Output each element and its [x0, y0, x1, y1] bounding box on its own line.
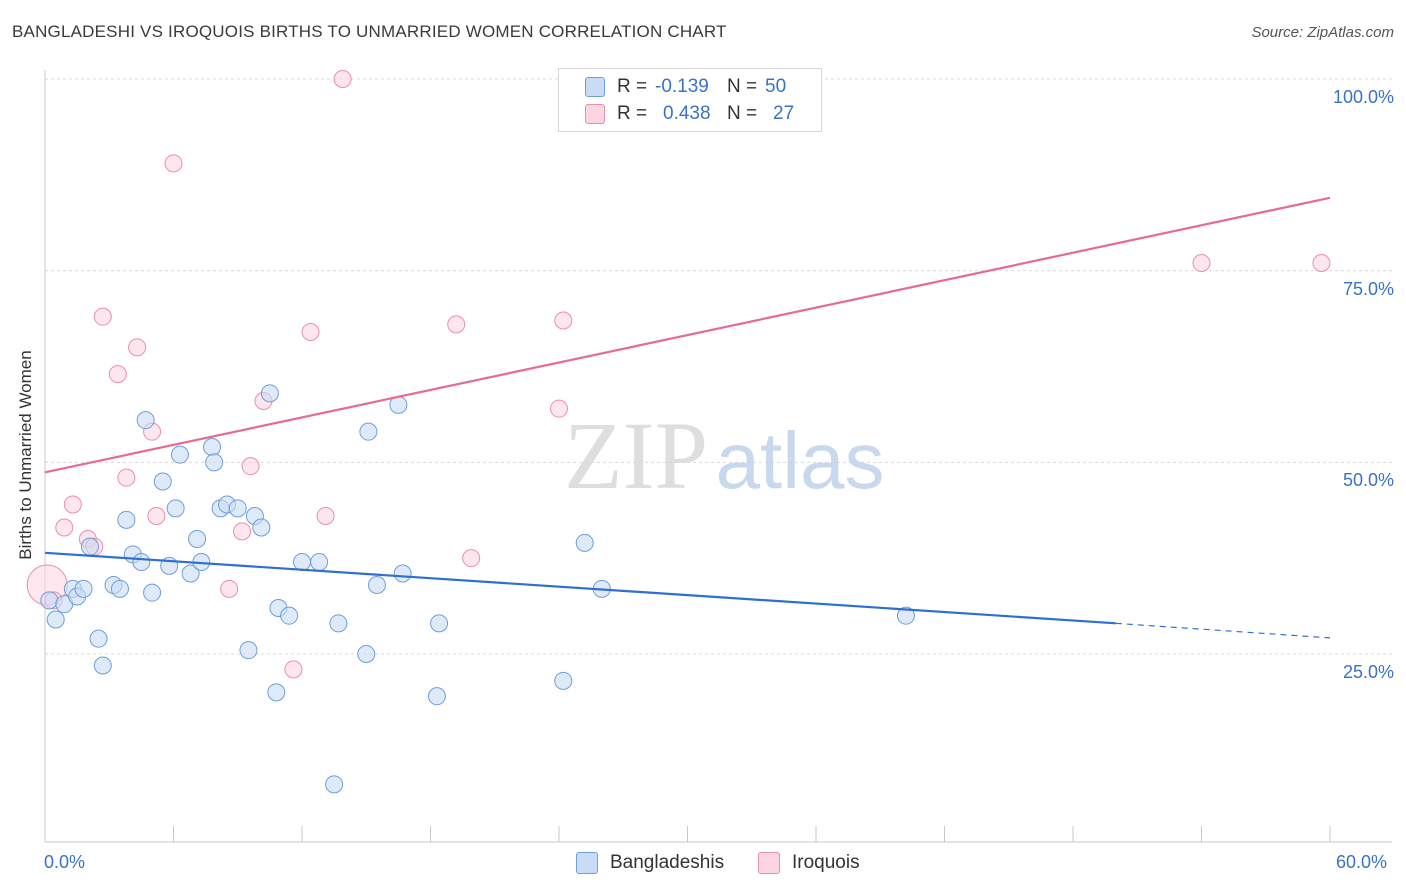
point-bangladeshis: [170, 445, 189, 464]
point-bangladeshis: [80, 537, 99, 556]
point-bangladeshis: [203, 438, 222, 456]
point-iroquois: [284, 660, 303, 679]
point-bangladeshis: [427, 687, 446, 706]
point-bangladeshis: [136, 411, 155, 430]
point-iroquois: [316, 507, 335, 525]
y-tick-label: 75.0%: [1342, 278, 1394, 299]
point-bangladeshis: [239, 641, 258, 660]
point-bangladeshis: [280, 606, 299, 625]
point-bangladeshis: [205, 453, 224, 472]
point-bangladeshis: [40, 591, 59, 610]
watermark-atlas: atlas: [716, 416, 885, 505]
trend-line-iroquois: [44, 196, 1331, 474]
point-bangladeshis: [74, 579, 93, 598]
series-legend: Bangladeshis Iroquois: [0, 852, 1406, 878]
point-iroquois: [1192, 254, 1211, 272]
legend-item-bangladeshis: Bangladeshis: [576, 852, 724, 874]
point-iroquois: [301, 323, 320, 341]
legend-item-iroquois: Iroquois: [758, 852, 860, 874]
point-bangladeshis: [252, 518, 271, 537]
legend-swatch-bangladeshis: [585, 77, 605, 97]
point-iroquois: [333, 70, 352, 88]
point-bangladeshis: [554, 671, 573, 690]
point-bangladeshis: [110, 579, 129, 598]
trend-line-bangladeshis: [44, 551, 1116, 625]
point-iroquois: [147, 507, 166, 525]
correlation-legend: R = -0.139 N = 50 R = 0.438 N = 27: [558, 68, 822, 132]
point-bangladeshis: [357, 645, 376, 663]
legend-n-value: 50: [765, 76, 787, 97]
point-bangladeshis: [359, 422, 378, 441]
point-iroquois: [117, 468, 136, 487]
watermark-zip: ZIP: [564, 402, 708, 509]
point-bangladeshis: [143, 583, 162, 602]
legend-row-bangladeshis: R = -0.139 N = 50: [585, 75, 786, 99]
legend-r-label: R =: [617, 103, 648, 124]
legend-n-label: N =: [727, 103, 758, 124]
point-bangladeshis: [310, 553, 329, 571]
legend-row-iroquois: R = 0.438 N = 27: [585, 102, 794, 126]
point-iroquois: [63, 495, 82, 514]
y-axis-label: Births to Unmarried Women: [16, 350, 35, 560]
legend-label-bangladeshis: Bangladeshis: [610, 852, 725, 873]
point-iroquois: [164, 154, 183, 173]
legend-n-label: N =: [727, 76, 758, 97]
point-iroquois: [108, 365, 127, 384]
axes: [44, 70, 1392, 843]
watermark: ZIP atlas: [564, 402, 884, 509]
point-bangladeshis: [228, 499, 247, 518]
point-bangladeshis: [293, 553, 311, 571]
point-iroquois: [55, 518, 74, 537]
point-iroquois: [462, 549, 481, 568]
point-bangladeshis: [188, 530, 207, 548]
legend-n-value: 27: [773, 103, 795, 124]
point-iroquois: [1312, 254, 1331, 272]
chart-title: BANGLADESHI VS IROQUOIS BIRTHS TO UNMARR…: [12, 22, 727, 41]
legend-swatch-bangladeshis: [576, 852, 598, 874]
point-bangladeshis: [93, 656, 112, 675]
point-bangladeshis: [166, 499, 185, 518]
point-bangladeshis: [430, 614, 449, 633]
x-tick-label-max: 60.0%: [1336, 852, 1388, 872]
point-iroquois: [220, 579, 239, 598]
grid-lines: [45, 78, 1392, 655]
x-tick-label-min: 0.0%: [44, 852, 86, 872]
y-tick-label: 100.0%: [1332, 87, 1394, 107]
point-bangladeshis: [325, 775, 344, 794]
trend-line-bangladeshis-extension: [1115, 622, 1331, 639]
point-iroquois: [233, 522, 252, 541]
legend-r-label: R =: [617, 76, 648, 97]
legend-r-value: 0.438: [663, 103, 711, 124]
point-bangladeshis: [117, 510, 136, 529]
point-iroquois: [550, 399, 568, 418]
source-label: Source: ZipAtlas.com: [1251, 24, 1394, 41]
legend-label-iroquois: Iroquois: [792, 852, 860, 873]
point-bangladeshis: [575, 533, 594, 552]
trend-lines: [44, 196, 1331, 639]
point-bangladeshis: [367, 576, 386, 594]
point-bangladeshis: [329, 614, 348, 633]
point-bangladeshis: [267, 683, 286, 702]
legend-swatch-iroquois: [585, 104, 605, 124]
legend-swatch-iroquois: [758, 852, 780, 874]
point-bangladeshis: [132, 553, 151, 571]
point-iroquois: [447, 315, 466, 334]
point-bangladeshis: [89, 629, 108, 648]
point-bangladeshis: [181, 564, 200, 583]
y-tick-label: 25.0%: [1342, 662, 1394, 682]
point-iroquois: [241, 457, 260, 476]
data-points: [26, 70, 1331, 794]
point-iroquois: [128, 338, 147, 357]
point-bangladeshis: [46, 610, 65, 629]
point-bangladeshis: [393, 564, 412, 583]
legend-r-value: -0.139: [655, 76, 709, 97]
y-tick-label: 50.0%: [1342, 470, 1394, 491]
point-iroquois: [93, 307, 112, 326]
point-iroquois: [554, 311, 573, 330]
point-bangladeshis: [896, 606, 915, 625]
point-bangladeshis: [260, 384, 279, 403]
point-bangladeshis: [153, 472, 172, 491]
